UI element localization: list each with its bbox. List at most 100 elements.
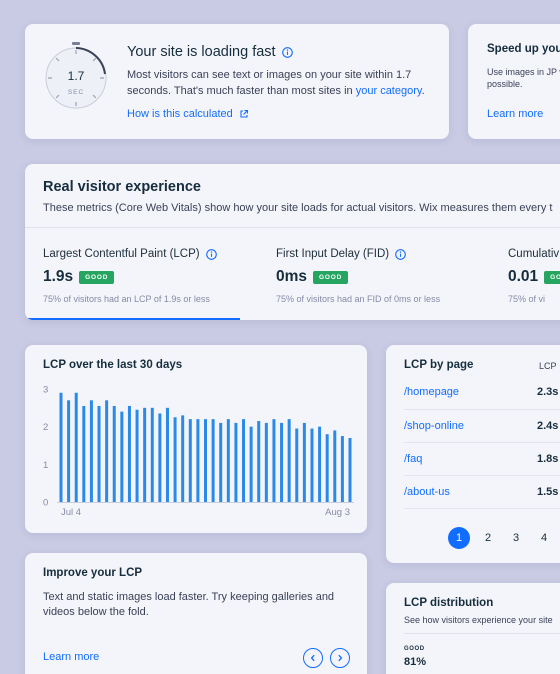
chart-bar[interactable] bbox=[242, 419, 246, 502]
improve-learn-more-link[interactable]: Learn more bbox=[43, 651, 100, 663]
chart-bar[interactable] bbox=[226, 419, 230, 502]
lcp-by-page-card: LCP by page LCP /homepage 2.3s /shop-onl… bbox=[386, 345, 560, 563]
chart-bar[interactable] bbox=[165, 407, 169, 502]
good-badge: GOOD bbox=[79, 270, 115, 284]
chart-bar[interactable] bbox=[348, 437, 352, 502]
chart-bar[interactable] bbox=[249, 426, 253, 502]
pagination-page-3[interactable]: 3 bbox=[512, 532, 520, 544]
table-row: /homepage 2.3s bbox=[404, 376, 560, 409]
page-link[interactable]: /homepage bbox=[404, 386, 460, 398]
next-button[interactable] bbox=[330, 648, 350, 668]
chart-bar[interactable] bbox=[181, 415, 185, 502]
speed-description-end: . bbox=[421, 85, 425, 97]
chart-bar[interactable] bbox=[333, 430, 337, 502]
chart-bar[interactable] bbox=[219, 422, 223, 502]
speed-up-learn-more-link[interactable]: Learn more bbox=[487, 108, 544, 120]
good-percentage: 81% bbox=[404, 656, 427, 668]
metric-cls[interactable]: Cumulativ 0.01 GOOD 75% of vi bbox=[508, 248, 560, 304]
y-tick-label: 0 bbox=[43, 498, 48, 509]
how-calculated-label: How is this calculated bbox=[127, 108, 233, 120]
category-link[interactable]: your category bbox=[355, 85, 422, 97]
page-lcp-value: 1.8s bbox=[537, 453, 559, 465]
speed-up-description: Use images in JP when possible. bbox=[487, 67, 560, 89]
chart-bar[interactable] bbox=[158, 413, 162, 502]
metric-lcp[interactable]: Largest Contentful Paint (LCP) 1.9s GOOD … bbox=[43, 248, 217, 304]
chart-bar[interactable] bbox=[234, 422, 238, 502]
chart-bar[interactable] bbox=[287, 419, 291, 502]
page-link[interactable]: /about-us bbox=[404, 486, 450, 498]
chart-bar[interactable] bbox=[295, 428, 299, 502]
lcp-column-header: LCP bbox=[539, 361, 557, 371]
previous-button[interactable] bbox=[303, 648, 323, 668]
stopwatch-gauge-icon: 1.7 SEC bbox=[45, 42, 107, 109]
page-link[interactable]: /shop-online bbox=[404, 420, 464, 432]
table-row: /faq 1.8s bbox=[404, 442, 560, 475]
gauge-unit: SEC bbox=[68, 89, 84, 96]
chart-bar[interactable] bbox=[257, 421, 261, 502]
chevron-left-icon bbox=[310, 654, 315, 662]
chart-bar[interactable] bbox=[74, 392, 78, 502]
good-badge: GOOD bbox=[544, 270, 560, 284]
chart-bar[interactable] bbox=[196, 419, 200, 502]
metric-value: 0.01 bbox=[508, 268, 539, 285]
info-icon[interactable] bbox=[205, 248, 217, 260]
chart-bar[interactable] bbox=[318, 426, 322, 502]
speed-description: Most visitors can see text or images on … bbox=[127, 67, 437, 99]
y-tick-label: 2 bbox=[43, 422, 48, 433]
speed-up-title: Speed up your bbox=[487, 43, 560, 55]
chart-bar[interactable] bbox=[67, 400, 71, 502]
lcp-chart-title: LCP over the last 30 days bbox=[43, 359, 183, 371]
chart-bar[interactable] bbox=[135, 409, 139, 502]
chart-bar[interactable] bbox=[82, 405, 86, 502]
chart-bar[interactable] bbox=[325, 434, 329, 502]
chart-bar[interactable] bbox=[89, 400, 93, 502]
how-calculated-link[interactable]: How is this calculated bbox=[127, 108, 249, 120]
metric-note: 75% of visitors had an LCP of 1.9s or le… bbox=[43, 294, 210, 304]
chart-bar[interactable] bbox=[127, 405, 131, 502]
good-badge: GOOD bbox=[313, 270, 349, 284]
speed-title-row: Your site is loading fast bbox=[127, 44, 293, 60]
metric-note: 75% of visitors had an FID of 0ms or les… bbox=[276, 294, 441, 304]
metric-name: Largest Contentful Paint (LCP) bbox=[43, 248, 200, 260]
metric-value: 0ms bbox=[276, 268, 308, 285]
info-icon[interactable] bbox=[395, 248, 406, 260]
lcp-by-page-title: LCP by page bbox=[404, 359, 474, 371]
chart-bar[interactable] bbox=[173, 417, 177, 502]
chart-bar[interactable] bbox=[188, 419, 192, 502]
chart-bar[interactable] bbox=[302, 422, 306, 502]
chart-bar[interactable] bbox=[264, 422, 268, 502]
divider bbox=[404, 508, 560, 509]
real-visitor-subtitle: These metrics (Core Web Vitals) show how… bbox=[43, 202, 553, 214]
chevron-right-icon bbox=[338, 654, 343, 662]
lcp-bar-chart: 0 1 2 3 Jul 4 Aug 3 bbox=[43, 385, 354, 518]
chart-bar[interactable] bbox=[280, 422, 284, 502]
pagination-page-1[interactable]: 1 bbox=[448, 527, 470, 549]
chart-bar[interactable] bbox=[272, 419, 276, 502]
selected-tab-indicator bbox=[25, 318, 240, 320]
distribution-description: See how visitors experience your site bbox=[404, 615, 553, 625]
chart-bar[interactable] bbox=[340, 436, 344, 502]
pagination-page-2[interactable]: 2 bbox=[484, 532, 492, 544]
page-lcp-value: 2.3s bbox=[537, 386, 559, 398]
chart-bar[interactable] bbox=[150, 407, 154, 502]
chart-bar[interactable] bbox=[204, 419, 207, 502]
divider bbox=[25, 227, 560, 228]
chart-bar[interactable] bbox=[112, 405, 116, 502]
page-link[interactable]: /faq bbox=[404, 453, 423, 465]
gauge-value: 1.7 bbox=[68, 69, 85, 83]
table-row: /shop-online 2.4s bbox=[404, 409, 560, 442]
chart-bar[interactable] bbox=[310, 428, 314, 502]
chart-bar[interactable] bbox=[59, 392, 63, 502]
chart-bar[interactable] bbox=[143, 407, 147, 502]
divider bbox=[404, 633, 560, 634]
info-icon[interactable] bbox=[281, 46, 293, 58]
chart-bar[interactable] bbox=[105, 400, 109, 502]
metric-name: First Input Delay (FID) bbox=[276, 248, 390, 260]
metric-fid[interactable]: First Input Delay (FID) 0ms GOOD 75% of v… bbox=[276, 248, 440, 304]
pagination-page-4[interactable]: 4 bbox=[540, 532, 548, 544]
chart-bar[interactable] bbox=[97, 405, 101, 502]
chart-bar[interactable] bbox=[120, 411, 124, 502]
table-row: /about-us 1.5s bbox=[404, 475, 560, 508]
chart-bar[interactable] bbox=[211, 419, 215, 502]
improve-lcp-card: Improve your LCP Text and static images … bbox=[25, 553, 367, 674]
